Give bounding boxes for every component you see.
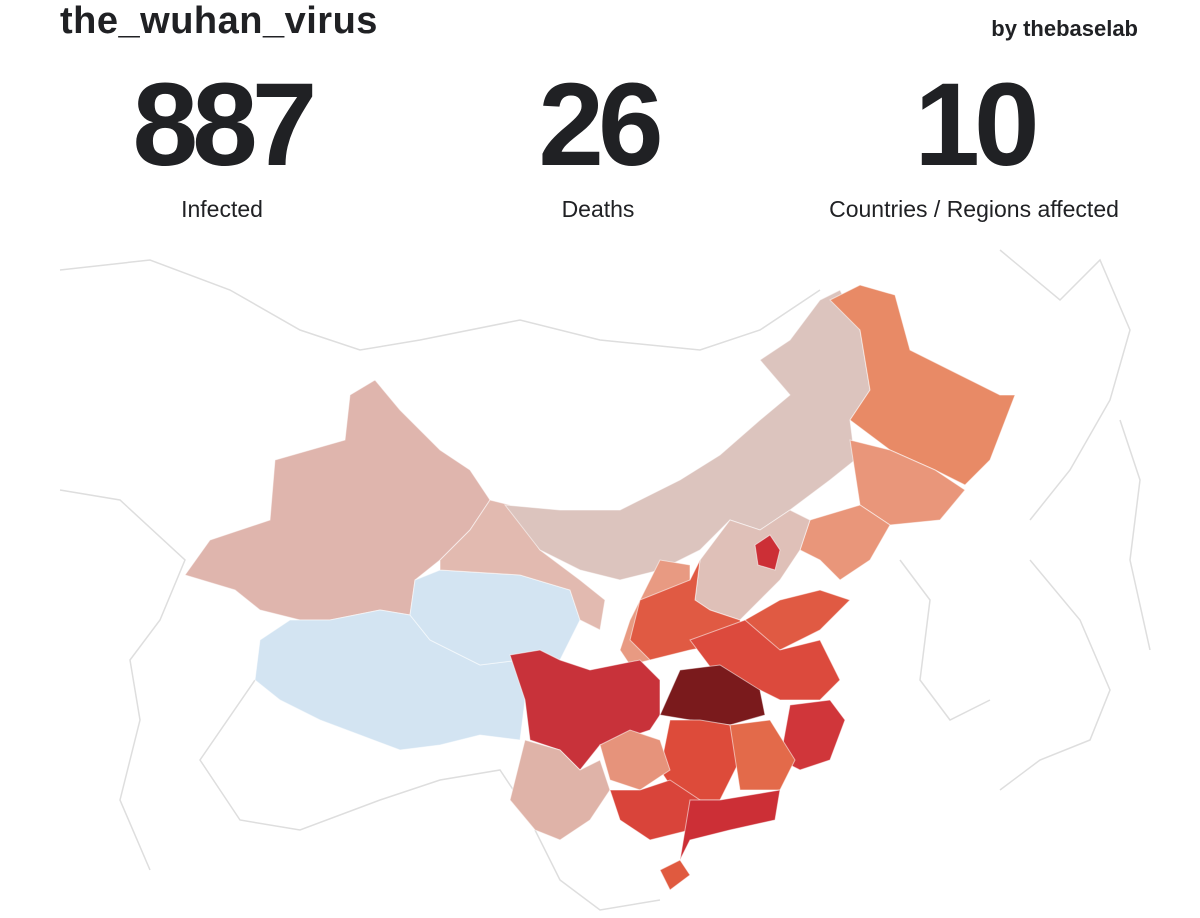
- region: [509, 649, 661, 771]
- region: [439, 499, 606, 631]
- region: [599, 729, 671, 791]
- region: [829, 284, 1016, 486]
- byline: by thebaselab: [991, 16, 1138, 41]
- stat-value: 26: [538, 59, 663, 191]
- map: [59, 249, 1151, 911]
- stat-value: 10: [914, 59, 1039, 191]
- stat-label: Infected: [181, 196, 263, 222]
- region: [409, 569, 581, 671]
- stat-label: Deaths: [561, 196, 635, 222]
- region: [659, 859, 691, 891]
- region: [799, 504, 891, 581]
- stat: 887 Infected: [32, 60, 412, 223]
- region: [729, 719, 796, 791]
- region: [509, 739, 611, 841]
- region: [254, 609, 526, 751]
- region: [679, 789, 781, 861]
- region: [754, 534, 781, 571]
- neighbor-borders: [59, 249, 1151, 911]
- provinces: [184, 284, 1016, 891]
- title: the_wuhan_virus: [60, 0, 378, 42]
- stat-label: Countries / Regions affected: [829, 196, 1119, 222]
- stat: 10 Countries / Regions affected: [784, 60, 1164, 223]
- stat: 26 Deaths: [408, 60, 788, 223]
- stat-value: 887: [132, 59, 318, 191]
